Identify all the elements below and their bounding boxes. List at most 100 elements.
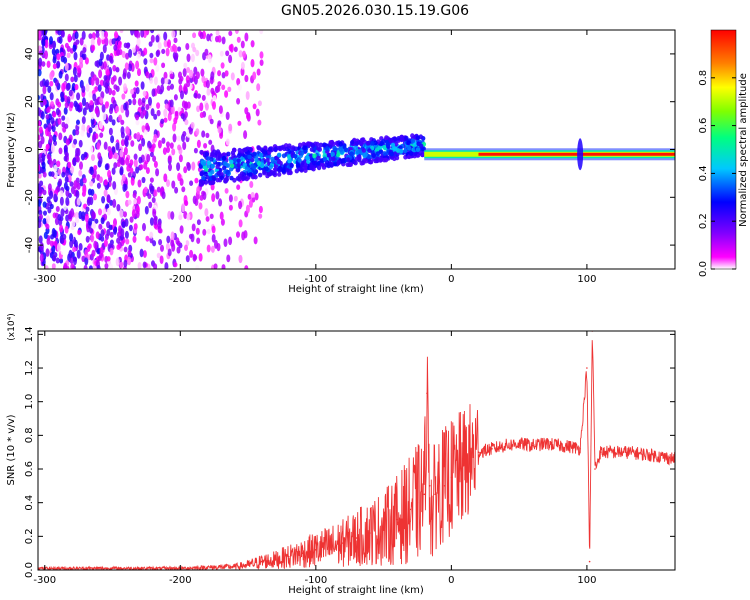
noise-blob bbox=[201, 94, 206, 101]
noise-blob bbox=[42, 171, 47, 178]
noise-blob bbox=[79, 37, 84, 46]
noise-blob bbox=[206, 244, 211, 253]
noise-blob bbox=[53, 193, 58, 203]
trace-blob bbox=[330, 151, 335, 157]
noise-blob bbox=[136, 131, 141, 141]
noise-blob bbox=[190, 233, 195, 243]
snr-point bbox=[588, 560, 591, 563]
noise-blob bbox=[148, 201, 153, 209]
noise-blob bbox=[183, 166, 188, 174]
noise-blob bbox=[92, 93, 97, 102]
noise-blob bbox=[82, 177, 87, 184]
snr-point bbox=[437, 485, 439, 487]
noise-blob bbox=[64, 176, 69, 183]
trace-blob bbox=[316, 165, 322, 171]
snr-point bbox=[423, 493, 426, 496]
trace-blob bbox=[322, 142, 327, 148]
snr-point bbox=[450, 476, 453, 479]
noise-blob bbox=[130, 140, 135, 147]
noise-blob bbox=[204, 48, 209, 56]
noise-blob bbox=[103, 179, 108, 186]
snr-point bbox=[382, 527, 385, 529]
noise-blob bbox=[122, 183, 127, 193]
heatmap-y-axis: -40 -20 0 20 40 bbox=[24, 48, 675, 253]
trace-blob bbox=[232, 157, 237, 163]
noise-blob bbox=[38, 220, 42, 229]
noise-blob bbox=[211, 234, 216, 243]
noise-blob bbox=[218, 198, 223, 207]
noise-blob bbox=[189, 69, 194, 79]
noise-blob bbox=[59, 224, 64, 233]
noise-blob bbox=[181, 186, 186, 193]
noise-blob bbox=[192, 46, 197, 53]
noise-blob bbox=[182, 239, 186, 247]
noise-blob bbox=[186, 213, 191, 221]
noise-blob bbox=[66, 52, 71, 59]
noise-blob bbox=[189, 249, 194, 258]
noise-blob bbox=[45, 143, 50, 150]
noise-blob bbox=[97, 84, 102, 92]
noise-blob bbox=[135, 60, 140, 70]
noise-blob bbox=[109, 263, 113, 269]
trace-blob bbox=[235, 167, 241, 173]
noise-blob bbox=[47, 85, 52, 94]
noise-blob bbox=[95, 31, 100, 38]
noise-blob bbox=[238, 200, 243, 210]
snr-point bbox=[416, 501, 419, 504]
noise-blob bbox=[178, 154, 183, 163]
noise-blob bbox=[160, 118, 165, 124]
noise-blob bbox=[246, 113, 250, 120]
noise-blob bbox=[184, 244, 188, 251]
trace-blob bbox=[354, 141, 359, 146]
noise-blob bbox=[123, 83, 127, 92]
noise-blob bbox=[223, 238, 228, 248]
trace-blob bbox=[287, 158, 292, 164]
snr-frame bbox=[37, 330, 676, 571]
noise-blob bbox=[170, 211, 175, 220]
noise-blob bbox=[47, 123, 52, 132]
noise-blob bbox=[123, 246, 128, 253]
trace-blob bbox=[298, 142, 303, 148]
noise-blob bbox=[99, 51, 104, 61]
trace-blob bbox=[217, 153, 223, 159]
x-tick-label: 0 bbox=[448, 274, 454, 285]
noise-blob bbox=[125, 108, 130, 118]
trace-blob bbox=[320, 162, 325, 168]
noise-blob bbox=[217, 120, 222, 126]
trace-blob bbox=[324, 162, 329, 168]
noise-blob bbox=[104, 233, 109, 241]
noise-blob bbox=[120, 126, 125, 135]
noise-blob bbox=[51, 48, 56, 56]
noise-blob bbox=[99, 97, 104, 104]
trace-blob bbox=[306, 159, 311, 165]
noise-blob bbox=[82, 53, 87, 60]
trace-blob bbox=[302, 145, 308, 151]
noise-blob bbox=[160, 244, 164, 252]
noise-blob bbox=[256, 68, 261, 76]
noise-blob bbox=[90, 234, 95, 243]
noise-blob bbox=[127, 256, 132, 266]
noise-blob bbox=[214, 239, 218, 249]
noise-blob bbox=[108, 127, 113, 136]
noise-blob bbox=[93, 240, 98, 249]
noise-blob bbox=[108, 55, 113, 63]
noise-blob bbox=[115, 257, 120, 267]
noise-blob bbox=[171, 148, 176, 156]
noise-blob bbox=[98, 208, 102, 216]
noise-blob bbox=[39, 253, 44, 263]
noise-blob bbox=[185, 255, 190, 263]
heatmap-x-label: Height of straight line (km) bbox=[288, 284, 424, 295]
noise-blob bbox=[98, 176, 103, 184]
trace-blob bbox=[322, 156, 328, 162]
noise-blob bbox=[252, 103, 257, 110]
noise-blob bbox=[200, 68, 205, 77]
noise-blob bbox=[103, 239, 108, 247]
noise-blob bbox=[157, 140, 162, 149]
noise-blob bbox=[166, 146, 170, 153]
noise-blob bbox=[160, 77, 165, 85]
noise-blob bbox=[59, 196, 64, 206]
noise-blob bbox=[236, 77, 241, 86]
trace-blob bbox=[338, 147, 344, 152]
noise-blob bbox=[179, 225, 184, 234]
snr-point bbox=[206, 566, 209, 569]
